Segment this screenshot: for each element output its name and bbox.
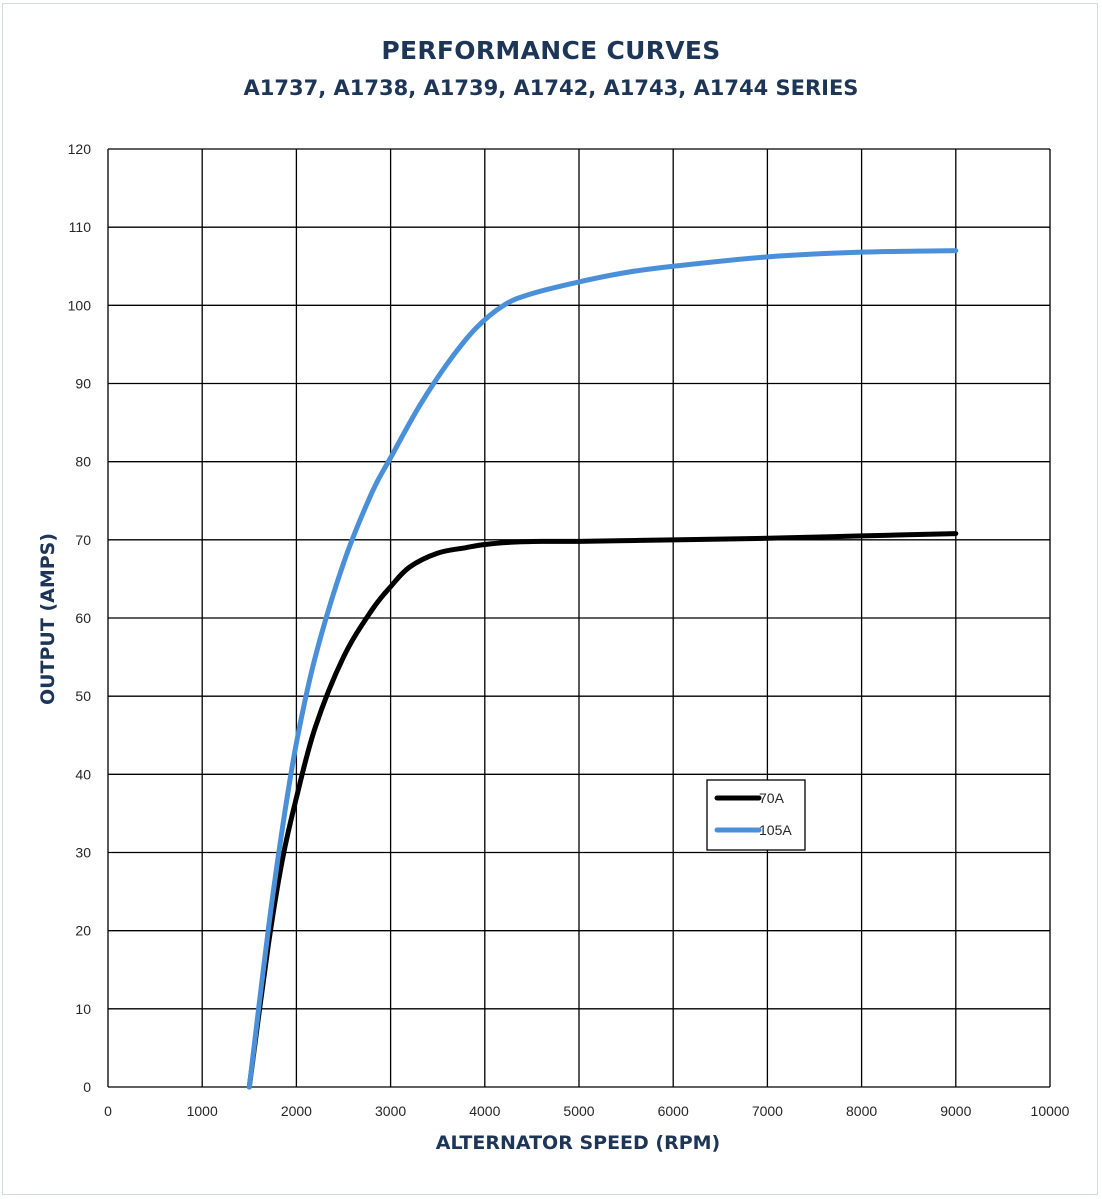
series-line-105a [246, 248, 959, 1090]
y-tick-label: 80 [75, 454, 91, 470]
x-tick-label: 0 [104, 1103, 112, 1119]
y-tick-label: 100 [68, 297, 92, 313]
y-tick-label: 40 [75, 766, 91, 782]
x-tick-label: 7000 [752, 1103, 783, 1119]
x-tick-label: 9000 [940, 1103, 971, 1119]
legend-label-105a: 105A [759, 822, 792, 838]
series-line-70a [246, 531, 959, 1090]
y-tick-label: 90 [75, 376, 91, 392]
chart-subtitle: A1737, A1738, A1739, A1742, A1743, A1744… [243, 76, 859, 100]
y-tick-label: 70 [75, 532, 91, 548]
x-tick-label: 10000 [1031, 1103, 1070, 1119]
y-tick-label: 60 [75, 610, 91, 626]
x-axis-title: ALTERNATOR SPEED (RPM) [436, 1132, 721, 1154]
x-tick-label: 5000 [563, 1103, 594, 1119]
y-tick-label: 120 [68, 141, 92, 157]
x-tick-label: 3000 [375, 1103, 406, 1119]
legend-label-70a: 70A [759, 790, 785, 806]
grid-lines [107, 148, 1051, 1088]
y-tick-label: 0 [83, 1079, 91, 1095]
x-tick-label: 8000 [846, 1103, 877, 1119]
y-tick-label: 30 [75, 845, 91, 861]
x-tick-label: 4000 [469, 1103, 500, 1119]
x-tick-label: 6000 [658, 1103, 689, 1119]
y-tick-label: 110 [69, 219, 92, 235]
x-tick-labels: 0 1000 2000 3000 4000 5000 6000 7000 8000 9000 100… [104, 1103, 1070, 1119]
y-tick-labels: 0 10 20 30 40 50 60 70 80 90 100 110 120 [68, 141, 92, 1095]
chart-frame [2, 3, 1098, 1195]
y-tick-label: 10 [75, 1001, 91, 1017]
y-tick-label: 50 [75, 688, 91, 704]
series-lines [246, 248, 959, 1090]
legend-box [706, 779, 806, 851]
y-axis-title: OUTPUT (AMPS) [37, 533, 59, 705]
legend: 70A 105A [706, 779, 806, 851]
chart-title: PERFORMANCE CURVES [381, 36, 721, 65]
x-tick-label: 2000 [281, 1103, 312, 1119]
x-tick-label: 1000 [187, 1103, 218, 1119]
y-tick-label: 20 [75, 923, 91, 939]
